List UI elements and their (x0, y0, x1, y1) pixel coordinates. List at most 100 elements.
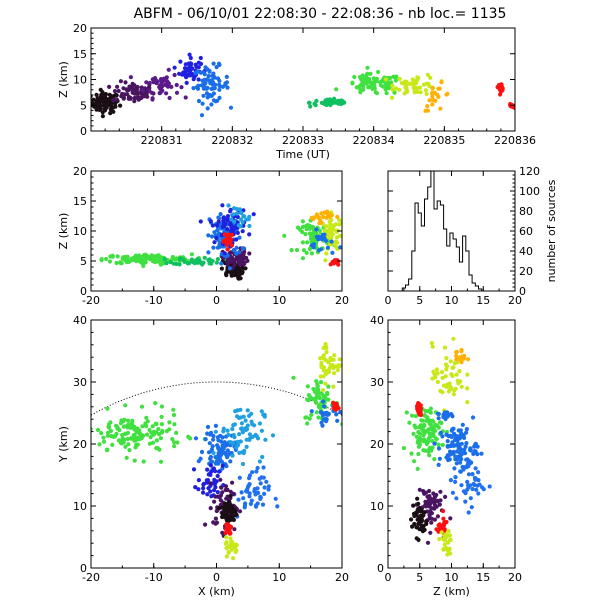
data-point (470, 486, 475, 492)
data-point (213, 455, 218, 460)
data-point (429, 448, 434, 453)
data-point (94, 92, 99, 97)
data-point (167, 95, 172, 101)
data-point (172, 422, 177, 427)
data-point (133, 257, 138, 262)
data-point (177, 71, 182, 76)
series-6 (334, 65, 399, 96)
data-point (240, 220, 245, 225)
data-point (468, 446, 473, 451)
data-point (444, 367, 449, 372)
data-point (234, 543, 239, 548)
series-0 (91, 401, 207, 464)
data-point (183, 73, 188, 78)
data-point (422, 510, 427, 515)
y-tick-label: 15 (73, 195, 87, 208)
data-point (450, 365, 455, 370)
data-point (239, 490, 244, 495)
data-point (318, 410, 323, 415)
data-point (438, 489, 443, 494)
data-point (194, 85, 199, 90)
data-point (223, 217, 228, 222)
x-tick-label: -20 (82, 571, 100, 584)
data-point (334, 412, 339, 417)
x-tick-label: 5 (416, 571, 423, 584)
y-tick-label: 0 (80, 125, 87, 138)
data-point (224, 232, 229, 238)
x-tick-label: 10 (272, 571, 286, 584)
data-point (313, 238, 318, 243)
data-point (390, 83, 395, 88)
data-point (206, 250, 211, 255)
data-point (221, 426, 226, 431)
data-point (339, 219, 342, 225)
data-point (440, 434, 445, 439)
data-point (306, 100, 312, 105)
data-point (414, 536, 419, 541)
series-12 (309, 227, 342, 255)
data-point (470, 472, 475, 477)
data-point (212, 482, 217, 487)
data-point (458, 355, 463, 360)
data-point (376, 69, 381, 75)
data-point (223, 541, 228, 546)
data-point (207, 441, 212, 446)
data-point (421, 489, 426, 494)
data-point (175, 440, 180, 445)
data-point (436, 425, 441, 430)
data-point (208, 219, 213, 224)
data-point (322, 404, 327, 409)
data-point (231, 556, 236, 561)
data-point (328, 214, 333, 219)
data-point (105, 433, 110, 438)
data-point (237, 509, 243, 514)
data-point (303, 232, 308, 237)
data-point (196, 77, 201, 82)
data-point (305, 384, 310, 389)
data-point (401, 446, 406, 451)
data-point (474, 487, 479, 492)
data-point (361, 84, 366, 89)
data-point (331, 404, 336, 409)
data-point (172, 72, 177, 78)
data-point (141, 459, 146, 464)
data-point (323, 258, 328, 263)
data-point (319, 360, 324, 365)
data-point (429, 341, 434, 346)
data-point (464, 430, 469, 435)
data-point (425, 72, 430, 77)
data-point (466, 510, 471, 515)
data-point (211, 520, 216, 525)
data-point (196, 487, 201, 492)
data-point (307, 226, 313, 231)
data-point (213, 494, 218, 499)
data-point (436, 529, 441, 534)
data-point (412, 89, 417, 94)
data-point (224, 80, 230, 85)
data-point (186, 65, 191, 70)
data-point (336, 363, 341, 368)
data-point (187, 52, 192, 57)
data-point (164, 91, 169, 96)
data-point (424, 519, 429, 524)
series-9 (495, 82, 505, 97)
data-point (266, 484, 271, 489)
data-point (449, 412, 454, 417)
data-point (217, 469, 222, 474)
data-point (309, 251, 314, 256)
data-point (451, 449, 456, 455)
data-point (260, 502, 266, 507)
series-2 (448, 434, 492, 515)
data-point (305, 397, 310, 402)
data-point (289, 248, 294, 253)
data-point (316, 234, 321, 239)
data-point (404, 88, 409, 93)
data-point (428, 422, 433, 427)
data-point (151, 258, 156, 263)
data-point (223, 501, 228, 506)
data-point (309, 412, 314, 417)
data-point (132, 83, 137, 88)
x-tick-label: 5 (416, 294, 423, 307)
data-point (224, 554, 229, 559)
data-point (206, 450, 212, 455)
